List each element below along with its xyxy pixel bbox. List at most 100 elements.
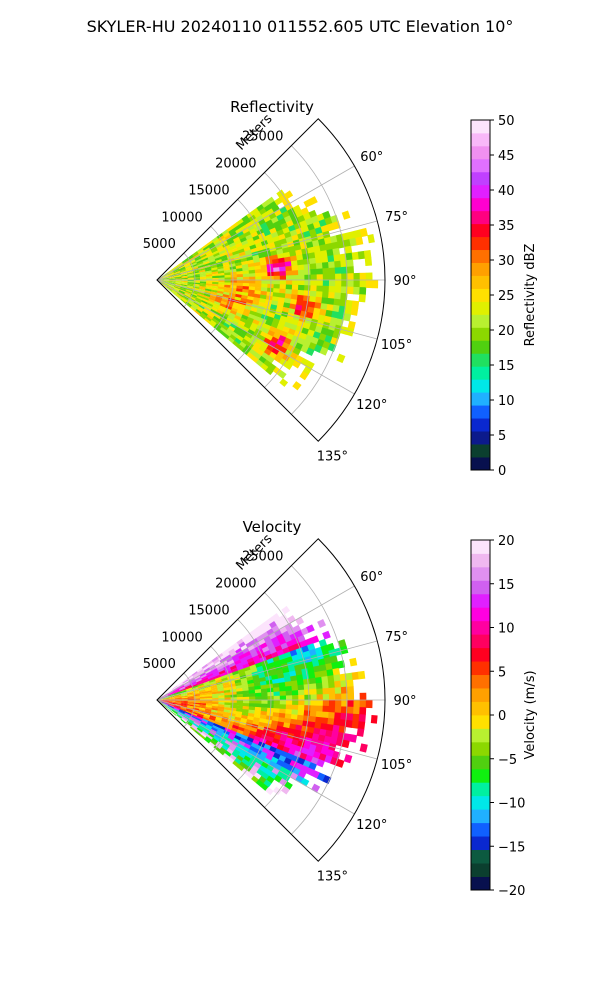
- vel-field-cell: [248, 686, 256, 691]
- vel-field-cell: [328, 706, 336, 713]
- vel-field-cell: [181, 703, 188, 706]
- ref-field-cell: [180, 287, 187, 291]
- theta-tick-label: 105°: [381, 758, 412, 773]
- ref-field-cell: [176, 294, 183, 300]
- vel-field-cell: [349, 657, 358, 667]
- velocity-title: Velocity: [243, 518, 302, 536]
- vel-field-cell: [221, 718, 229, 724]
- ref-field-cell: [187, 285, 194, 288]
- ref-field-cell: [218, 319, 226, 326]
- ref-field-cell: [340, 286, 348, 294]
- ref-field-cell: [172, 289, 179, 295]
- vel-field-cell: [211, 737, 219, 744]
- vel-field-cell: [240, 644, 249, 652]
- vel-field-cell: [294, 664, 302, 671]
- vel-field-cell: [242, 693, 250, 698]
- vel-field-cell: [253, 761, 262, 770]
- vel-field-cell: [172, 709, 179, 715]
- ref-field-cell: [290, 260, 299, 267]
- ref-field-cell: [199, 285, 207, 289]
- ref-field-cell: [328, 267, 336, 275]
- vel-field-cell: [176, 681, 183, 687]
- ref-field-cell: [315, 256, 323, 264]
- azimuth-line-60: [156, 165, 355, 281]
- vel-field-cell: [356, 728, 365, 737]
- ref-field-cell: [217, 290, 225, 295]
- vel-field-cell: [220, 720, 228, 726]
- ref-field-cell: [243, 308, 251, 315]
- vel-field-cell: [340, 686, 348, 695]
- vel-field-cell: [175, 694, 182, 697]
- vel-field-cell: [231, 740, 239, 747]
- ref-field-cell: [359, 287, 367, 296]
- vel-field-cell: [285, 708, 293, 715]
- ref-field-cell: [174, 272, 182, 275]
- ref-field-cell: [242, 283, 250, 287]
- vel-field-cell: [270, 670, 278, 677]
- vel-field-cell: [185, 711, 192, 716]
- vel-field-cell: [223, 664, 231, 671]
- ref-field-cell: [253, 211, 262, 219]
- vel-field-cell: [328, 700, 336, 707]
- vel-field-cell: [189, 726, 197, 733]
- ref-field-cell: [168, 272, 175, 276]
- ref-field-cell: [162, 274, 169, 278]
- figure-suptitle: SKYLER-HU 20240110 011552.605 UTC Elevat…: [87, 17, 514, 36]
- vel-field-cell: [212, 735, 220, 742]
- vel-field-cell: [181, 697, 189, 700]
- vel-field-cell: [174, 705, 181, 709]
- colorbar-label: Reflectivity dBZ: [523, 244, 538, 347]
- vel-field-cell: [162, 702, 169, 706]
- ref-field-cell: [255, 272, 262, 277]
- ref-field-cell: [224, 330, 232, 338]
- vel-field-cell: [204, 725, 212, 732]
- vel-field-cell: [297, 704, 305, 711]
- vel-field-cell: [245, 752, 254, 760]
- ref-field-cell: [341, 210, 351, 220]
- ref-field-cell: [284, 293, 292, 300]
- vel-field-cell: [167, 691, 175, 695]
- vel-field-cell: [163, 700, 170, 703]
- vel-field-cell: [174, 691, 181, 695]
- vel-field-cell: [176, 714, 183, 720]
- ref-field-cell: [237, 248, 246, 254]
- ref-field-cell: [298, 274, 305, 281]
- theta-tick-label: 90°: [393, 274, 416, 289]
- colorbar-swatch: [471, 782, 490, 797]
- vel-field-cell: [273, 763, 283, 772]
- vel-field-cell: [225, 725, 233, 731]
- ref-field-cell: [203, 247, 211, 253]
- ref-field-cell: [288, 308, 296, 315]
- colorbar-swatch: [471, 457, 490, 471]
- vel-field-cell: [229, 754, 237, 762]
- vel-field-cell: [256, 623, 265, 632]
- ref-field-cell: [218, 249, 226, 255]
- vel-field-cell: [242, 647, 250, 655]
- vel-field-cell: [197, 668, 205, 675]
- vel-field-cell: [313, 665, 321, 673]
- vel-field-cell: [194, 676, 202, 682]
- ref-field-cell: [168, 284, 175, 288]
- vel-field-cell: [224, 727, 232, 733]
- ref-field-cell: [198, 288, 206, 293]
- vel-field-cell: [168, 692, 175, 696]
- ref-field-cell: [206, 314, 214, 321]
- ref-field-cell: [314, 226, 323, 235]
- vel-field-cell: [193, 673, 201, 679]
- ref-field-cell: [272, 332, 281, 340]
- vel-field-cell: [261, 631, 270, 639]
- azimuth-line-105: [156, 279, 378, 340]
- ref-field-cell: [196, 294, 204, 299]
- vel-field-cell: [236, 650, 245, 657]
- vel-field-cell: [254, 706, 262, 712]
- ref-field-cell: [246, 316, 255, 323]
- vel-field-cell: [272, 752, 281, 760]
- ref-field-cell: [229, 287, 237, 292]
- ref-field-cell: [321, 261, 330, 269]
- vel-field-cell: [310, 694, 318, 701]
- vel-field-cell: [211, 703, 219, 707]
- vel-field-cell: [205, 708, 212, 712]
- ref-field-cell: [274, 209, 283, 217]
- vel-field-cell: [224, 667, 232, 673]
- vel-field-cell: [279, 658, 288, 665]
